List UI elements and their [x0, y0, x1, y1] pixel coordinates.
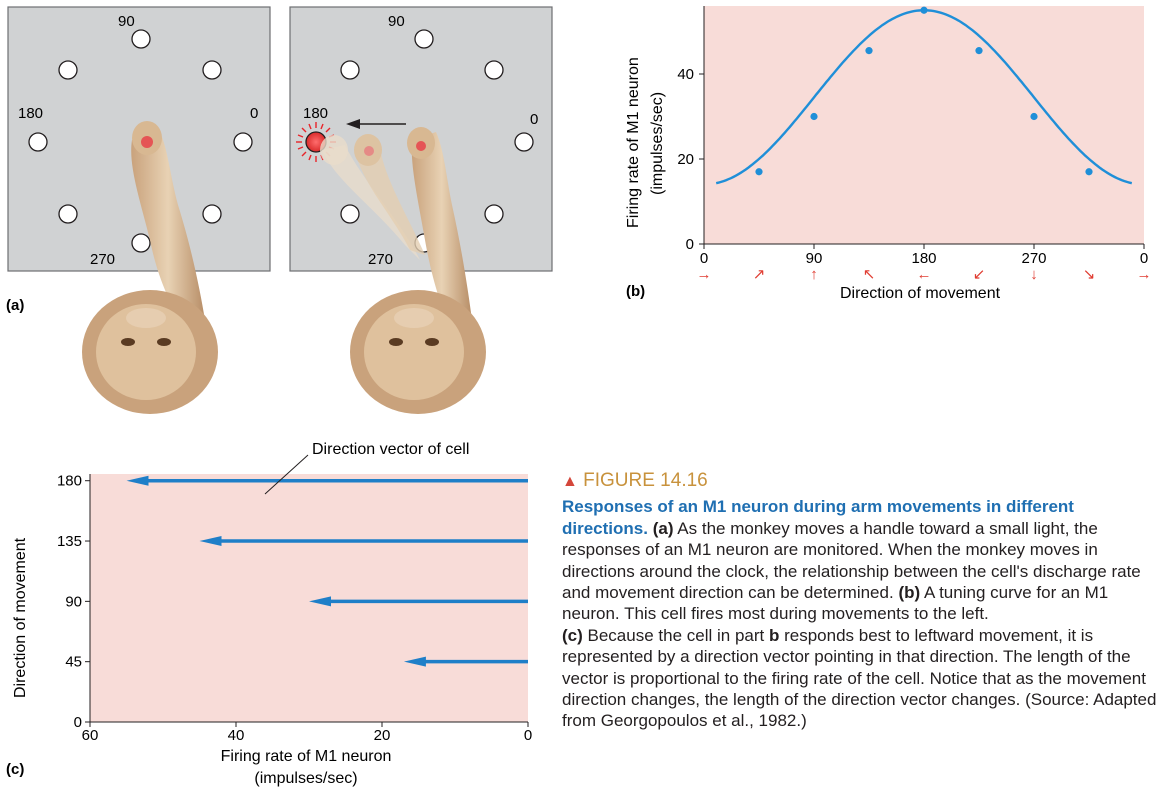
- target-lights-left: [28, 29, 253, 253]
- y-tick-label: 0: [686, 236, 694, 253]
- y-axis-label-b-units: (impulses/sec): [649, 92, 666, 195]
- triangle-icon: ▲: [562, 473, 578, 490]
- target-light-0: [514, 132, 534, 152]
- direction-arrow-icon: ↖: [863, 266, 876, 283]
- caption-part-b-label: (b): [898, 583, 921, 603]
- label-0-right: 0: [530, 111, 538, 128]
- plot-area-c: [90, 474, 528, 722]
- data-point: [920, 6, 928, 14]
- y-tick-label: 180: [57, 473, 82, 490]
- target-light-225: [58, 204, 78, 224]
- direction-arrow-icon: ←: [917, 266, 932, 283]
- panel-b-label: (b): [626, 283, 645, 300]
- x-tick-label: 40: [228, 727, 245, 744]
- target-light-90: [414, 29, 434, 49]
- caption-part-c-bold-b: b: [768, 625, 780, 645]
- label-0-left: 0: [250, 105, 258, 122]
- panel-a: 90 180 0 270: [6, 6, 553, 414]
- caption-part-c-text-2: responds best to leftward movement, it i…: [562, 625, 1157, 731]
- target-light-45: [202, 60, 222, 80]
- y-axis-label-c: Direction of movement: [12, 537, 29, 698]
- x-tick-label: 60: [82, 727, 99, 744]
- panel-c-label: (c): [6, 761, 24, 778]
- tuning-curve-chart: 0 20 40 0 90 180 270 0 → ↗ ↑ ↖ ← ↙ ↓ ↘ → Firing rate o…: [625, 6, 1152, 302]
- target-light-90: [131, 29, 151, 49]
- label-270-left: 270: [90, 251, 115, 268]
- movement-direction-arrow: [346, 119, 406, 129]
- y-tick-label: 45: [65, 654, 82, 671]
- label-90-right: 90: [388, 13, 405, 30]
- x-axis-label-b: Direction of movement: [840, 285, 1001, 302]
- data-point: [810, 112, 818, 121]
- figure-number-text: FIGURE 14.16: [583, 470, 708, 491]
- target-light-315: [484, 204, 504, 224]
- annotation-direction-vector: Direction vector of cell: [312, 441, 469, 458]
- target-light-270: [131, 233, 151, 253]
- plot-area-b: [704, 6, 1144, 244]
- direction-vector-arrow: [126, 475, 528, 486]
- direction-arrow-icon: ↓: [1030, 266, 1038, 283]
- direction-vector-arrow: [199, 536, 528, 547]
- data-point: [1030, 112, 1038, 121]
- direction-arrow-icon: ↑: [810, 266, 818, 283]
- direction-arrow-icon: →: [1137, 266, 1152, 283]
- caption-part-c-text-1: Because the cell in part: [587, 625, 765, 645]
- x-tick-label: 270: [1021, 250, 1046, 267]
- target-light-0: [233, 132, 253, 152]
- data-point: [1085, 168, 1093, 176]
- x-axis-label-c-units: (impulses/sec): [254, 770, 357, 787]
- y-tick-label: 135: [57, 533, 82, 550]
- direction-vector-chart: 0 45 90 135 180 60 40 20 0 Direction vector of …: [6, 441, 532, 787]
- figure-number: ▲ FIGURE 14.16: [562, 470, 1157, 492]
- caption-part-a-text: As the monkey moves a handle toward a sm…: [562, 518, 1141, 603]
- target-light-135: [58, 60, 78, 80]
- x-tick-label: 0: [700, 250, 708, 267]
- target-light-315: [202, 204, 222, 224]
- caption-part-a-label: (a): [652, 518, 674, 538]
- data-point: [865, 47, 873, 55]
- direction-arrow-icon: ↘: [1083, 266, 1096, 283]
- target-light-225: [340, 204, 360, 224]
- direction-arrow-icon: ↗: [753, 266, 766, 283]
- label-180-right: 180: [303, 105, 328, 122]
- x-tick-label: 0: [524, 727, 532, 744]
- caption-body: Responses of an M1 neuron during arm mov…: [562, 496, 1157, 731]
- direction-vector-arrow: [309, 596, 528, 607]
- target-light-45: [484, 60, 504, 80]
- data-point: [755, 168, 763, 176]
- caption-part-c-label: (c): [562, 625, 583, 645]
- x-tick-label: 180: [911, 250, 936, 267]
- x-tick-label: 20: [374, 727, 391, 744]
- data-point: [975, 47, 983, 55]
- label-180-left: 180: [18, 105, 43, 122]
- direction-arrow-icon: ↙: [973, 266, 986, 283]
- panel-a-label: (a): [6, 297, 24, 314]
- figure-caption: ▲ FIGURE 14.16 Responses of an M1 neuron…: [562, 470, 1157, 732]
- target-light-180: [28, 132, 48, 152]
- label-270-right: 270: [368, 251, 393, 268]
- x-tick-label: 0: [1140, 250, 1148, 267]
- caption-part-b-text: A tuning curve for an M1 neuron. This ce…: [562, 583, 1109, 624]
- y-tick-label: 40: [677, 66, 694, 83]
- annotation-leader-line: [264, 454, 309, 495]
- x-axis-label-c: Firing rate of M1 neuron: [221, 748, 392, 765]
- label-90-left: 90: [118, 13, 135, 30]
- target-light-135: [340, 60, 360, 80]
- monkey-illustration-left: [82, 121, 218, 414]
- y-tick-label: 20: [677, 151, 694, 168]
- y-tick-label: 0: [74, 714, 82, 731]
- y-axis-label-b: Firing rate of M1 neuron: [625, 57, 642, 228]
- direction-vector-arrow: [403, 656, 528, 667]
- direction-arrow-icon: →: [697, 266, 712, 283]
- x-tick-label: 90: [806, 250, 823, 267]
- y-tick-label: 90: [65, 593, 82, 610]
- monkey-illustration-right: [320, 127, 486, 414]
- caption-heading: Responses of an M1 neuron during arm mov…: [562, 497, 1074, 538]
